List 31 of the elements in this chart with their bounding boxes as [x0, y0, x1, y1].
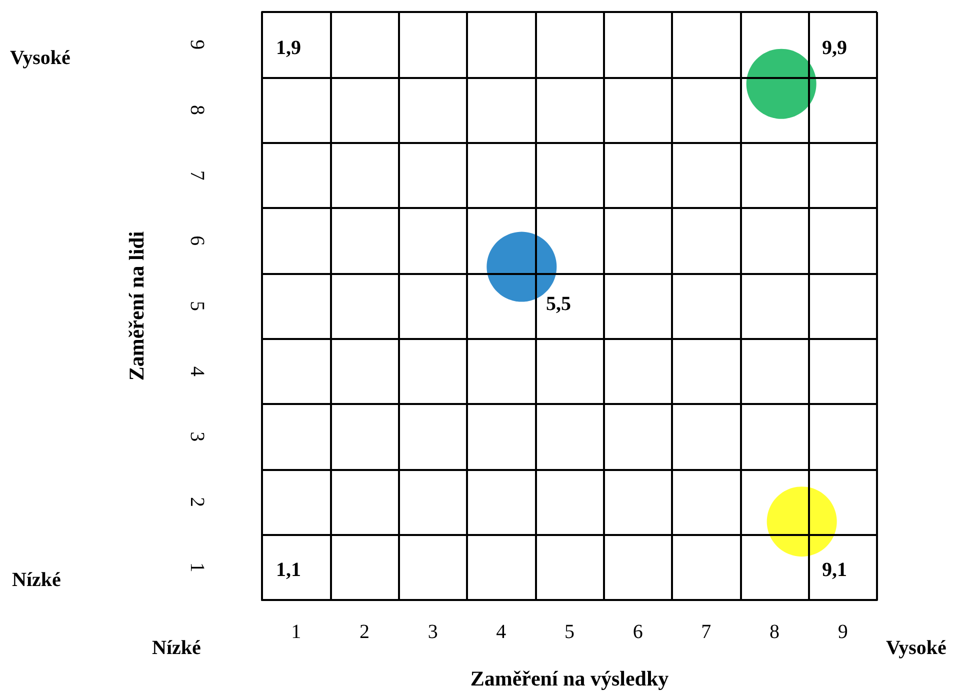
y-tick-label: 8 — [186, 105, 208, 115]
x-tick-label: 8 — [770, 621, 780, 643]
text: Vysoké — [10, 47, 71, 69]
text: Nízké — [152, 637, 201, 659]
text: Vysoké — [886, 637, 947, 659]
point — [746, 48, 816, 119]
y-tick-label: 1 — [186, 562, 208, 572]
y-tick-label: 4 — [186, 366, 208, 376]
annotation: 9,1 — [822, 559, 847, 581]
y-tick-label: 3 — [186, 432, 208, 442]
y-tick-label: 7 — [186, 170, 208, 180]
y-tick-label: 6 — [186, 236, 208, 246]
y-axis-title: Zaměření na lidi — [124, 231, 148, 381]
annotation: 1,9 — [276, 37, 301, 59]
y-tick-label: 9 — [186, 40, 208, 50]
y-tick-label: 5 — [186, 301, 208, 311]
annotation: 5,5 — [546, 293, 571, 315]
x-tick-label: 2 — [360, 621, 370, 643]
x-axis-title: Zaměření na výsledky — [470, 666, 670, 690]
y-tick-label: 2 — [186, 497, 208, 507]
x-tick-label: 3 — [428, 621, 438, 643]
x-tick-label: 4 — [496, 621, 506, 643]
annotation: 9,9 — [822, 37, 847, 59]
x-tick-label: 9 — [838, 621, 848, 643]
x-tick-label: 1 — [291, 621, 302, 643]
point — [766, 486, 837, 557]
x-tick-label: 7 — [701, 621, 712, 643]
annotation: 1,1 — [276, 559, 301, 581]
x-tick-label: 6 — [632, 621, 643, 643]
x-tick-label: 5 — [564, 621, 574, 643]
text: Nízké — [12, 569, 61, 591]
